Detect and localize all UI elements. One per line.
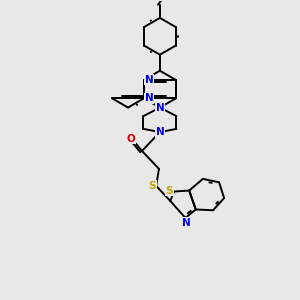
Text: O: O	[126, 134, 135, 144]
Text: N: N	[155, 127, 164, 137]
Text: N: N	[182, 218, 191, 228]
Text: N: N	[155, 103, 164, 112]
Text: S: S	[166, 186, 173, 196]
Text: N: N	[145, 75, 154, 85]
Text: N: N	[145, 93, 154, 103]
Text: S: S	[148, 181, 156, 191]
